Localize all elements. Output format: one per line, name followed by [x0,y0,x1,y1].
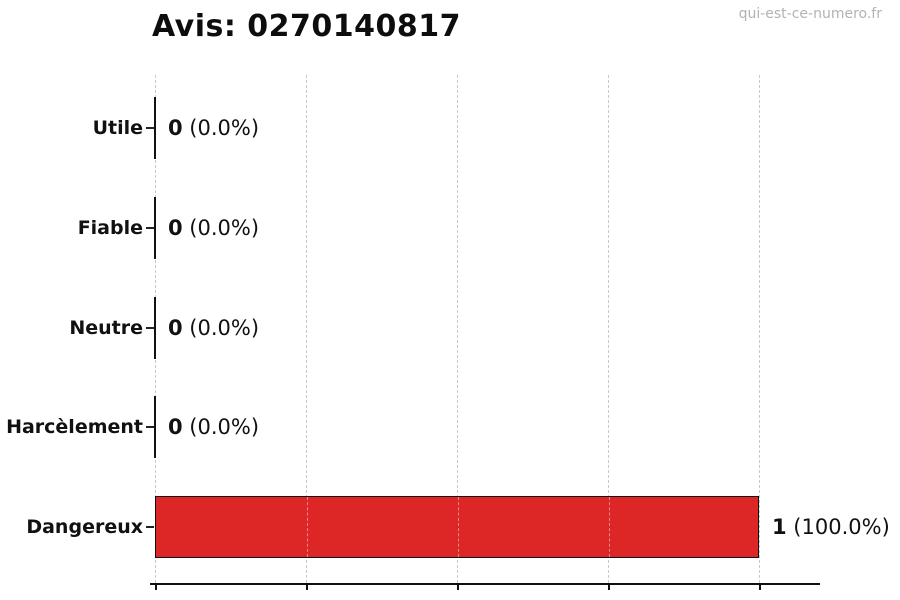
bar-value-label: 0 (0.0%) [168,413,259,441]
watermark: qui-est-ce-numero.fr [738,6,882,22]
gridline [608,75,609,583]
zero-bar-utile [154,97,156,159]
x-axis-tick [306,585,308,590]
x-axis-tick [608,585,610,590]
bar-value-percent: (0.0%) [182,116,260,140]
bar-value-count: 0 [168,216,183,240]
gridline [759,75,760,583]
bar-value-percent: (0.0%) [182,415,260,439]
bar-value-label: 1 (100.0%) [772,513,890,541]
zero-bar-harcèlement [154,396,156,458]
category-tick-mark [146,327,154,329]
bar-gridline-overlay [609,497,610,557]
bar-value-count: 0 [168,316,183,340]
bar-value-percent: (0.0%) [182,216,260,240]
zero-bar-fiable [154,197,156,259]
category-label: Fiable [77,217,143,239]
category-tick-mark [146,227,154,229]
x-axis-line [150,583,820,585]
x-axis-tick [457,585,459,590]
chart-title: Avis: 0270140817 [152,9,462,44]
x-axis-tick [155,585,157,590]
x-axis-tick [759,585,761,590]
bar-gridline-overlay [307,497,308,557]
bar-value-percent: (0.0%) [182,316,260,340]
bar-gridline-overlay [458,497,459,557]
bar-value-label: 0 (0.0%) [168,114,259,142]
bar-dangereux [155,496,759,558]
category-label: Utile [92,117,143,139]
category-label: Harcèlement [6,416,143,438]
bar-value-label: 0 (0.0%) [168,314,259,342]
category-tick-mark [146,526,154,528]
zero-bar-neutre [154,297,156,359]
category-tick-mark [146,127,154,129]
bar-value-percent: (100.0%) [786,515,890,539]
category-tick-mark [146,426,154,428]
bar-value-count: 1 [772,515,787,539]
category-label: Dangereux [26,516,143,538]
bar-value-label: 0 (0.0%) [168,214,259,242]
gridline [457,75,458,583]
bar-value-count: 0 [168,415,183,439]
bar-value-count: 0 [168,116,183,140]
category-label: Neutre [69,317,143,339]
gridline [306,75,307,583]
